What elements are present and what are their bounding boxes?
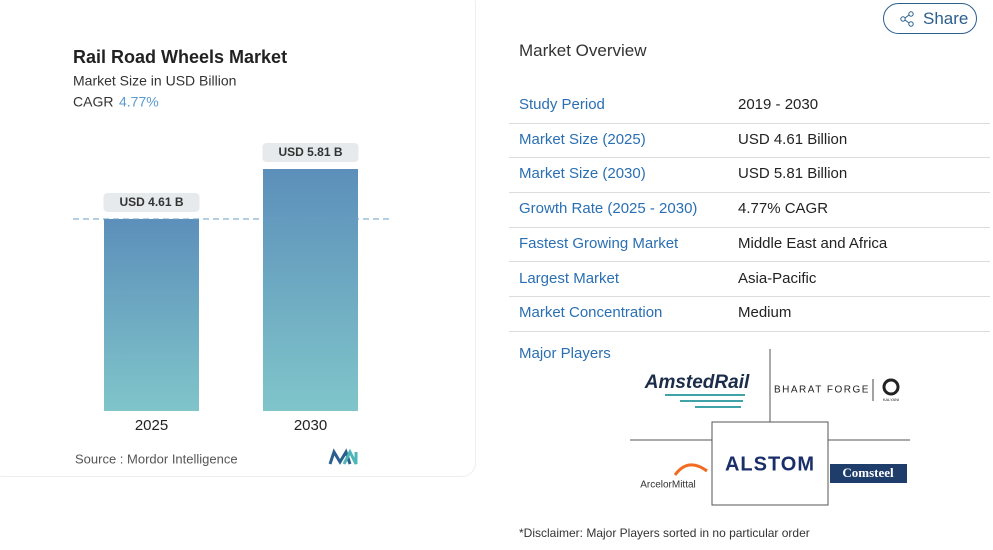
player-logo: ALSTOM	[725, 453, 815, 475]
logo-arc	[673, 463, 708, 476]
row-value: 2019 - 2030	[738, 96, 819, 113]
player-logo: AmstedRail	[644, 372, 750, 393]
row-value: USD 5.81 Billion	[738, 165, 848, 183]
logo-mark	[882, 378, 900, 396]
overview-row: Market Size (2030) USD 5.81 Billion	[509, 157, 990, 194]
row-value: Asia-Pacific	[738, 269, 817, 287]
row-value: Medium	[738, 304, 792, 322]
player-logo: BHARAT FORGE	[774, 385, 870, 396]
share-label[interactable]: Share	[923, 9, 969, 28]
chart: Rail Road Wheels Market Market Size in U…	[73, 47, 392, 466]
share-icon	[900, 11, 914, 27]
players-title: Major Players	[519, 345, 611, 362]
row-label: Market Size (2025)	[519, 130, 646, 148]
player-logo: KALYANI	[883, 397, 899, 402]
chart-subtitle: Market Size in USD Billion	[73, 73, 236, 89]
chart-title: Rail Road Wheels Market	[73, 47, 287, 67]
row-label: Market Size (2030)	[519, 165, 646, 183]
cagr-label: CAGR	[73, 94, 113, 110]
source: Source : Mordor Intelligence	[75, 451, 238, 466]
logo-box	[830, 464, 907, 483]
disclaimer: *Disclaimer: Major Players sorted in no …	[519, 526, 810, 540]
player-logo: ArcelorMittal	[640, 480, 696, 491]
overview-row: Largest Market Asia-Pacific	[509, 262, 990, 298]
overview-row: Study Period 2019 - 2030	[509, 88, 990, 124]
row-value: USD 4.61 Billion	[738, 130, 848, 148]
logo-stripes	[665, 394, 745, 408]
value-label-bg	[262, 143, 359, 162]
value-label: USD 4.61 B	[119, 195, 183, 209]
chart-card	[0, 0, 476, 477]
cagr-value: 4.77%	[119, 94, 159, 110]
x-tick-label: 2025	[135, 417, 168, 434]
bar	[104, 218, 199, 411]
share-button[interactable]: Share	[883, 3, 977, 34]
overview-title: Market Overview	[519, 41, 647, 60]
row-label: Study Period	[519, 96, 605, 113]
row-value: 4.77% CAGR	[738, 200, 829, 218]
player-logo: Comsteel	[842, 465, 894, 480]
overview-row: Fastest Growing Market Middle East and Af…	[509, 227, 990, 263]
overview-row: Growth Rate (2025 - 2030) 4.77% CAGR	[509, 192, 990, 228]
overview-row: Market Size (2025) USD 4.61 Billion	[509, 123, 990, 159]
row-label: Market Concentration	[519, 304, 663, 322]
bar	[263, 169, 358, 411]
players-logos: AmstedRail BHARAT FORGE KALYANI ALSTOM A…	[630, 349, 910, 506]
source-logo	[328, 448, 358, 465]
value-label-bg	[103, 192, 200, 212]
row-value: Middle East and Africa	[738, 234, 888, 252]
value-label: USD 5.81 B	[278, 145, 342, 159]
overview-row: Market Concentration Medium	[509, 296, 990, 332]
row-label: Fastest Growing Market	[519, 234, 679, 252]
row-label: Growth Rate (2025 - 2030)	[519, 200, 698, 218]
row-label: Largest Market	[519, 269, 620, 287]
x-tick-label: 2030	[294, 417, 327, 434]
